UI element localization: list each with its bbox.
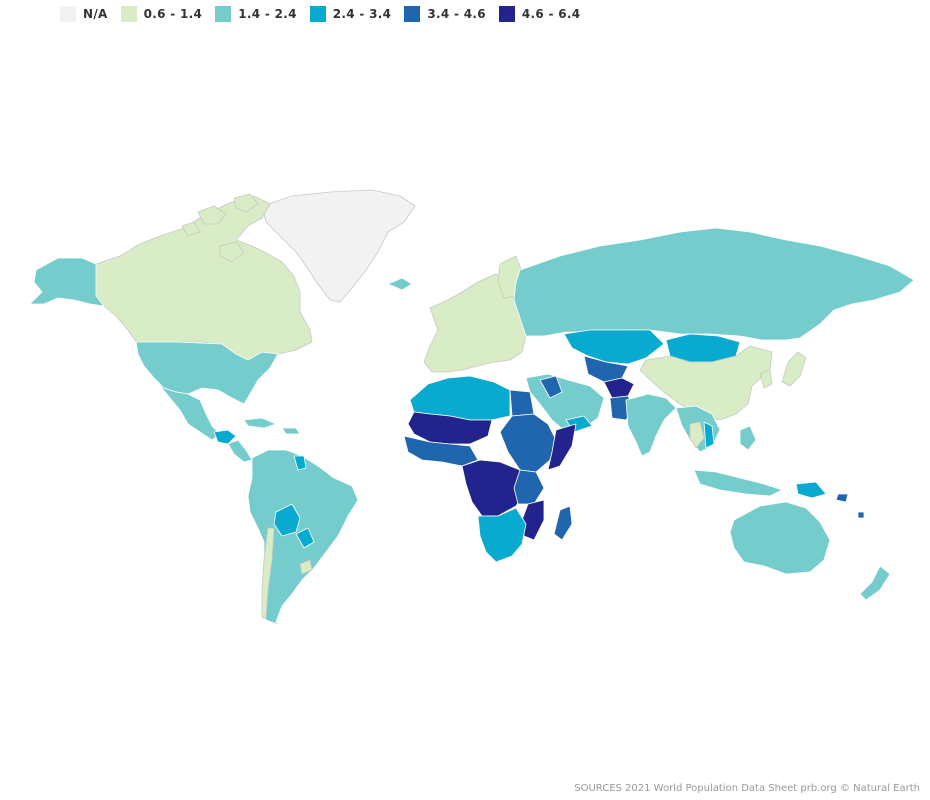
region-egypt[interactable]: [509, 389, 535, 417]
region-iceland[interactable]: [387, 277, 413, 291]
legend-item-na[interactable]: N/A: [60, 6, 108, 22]
region-thailand[interactable]: [689, 421, 705, 449]
region-somalia[interactable]: [547, 423, 577, 471]
source-attribution: SOURCES 2021 World Population Data Sheet…: [574, 783, 920, 794]
region-alaska[interactable]: [29, 257, 105, 307]
region-greenland[interactable]: [261, 189, 416, 303]
region-afghanistan[interactable]: [603, 377, 635, 399]
legend-label-3-4-4-6: 3.4 - 4.6: [427, 7, 486, 21]
region-tanzania[interactable]: [513, 469, 545, 505]
region-central-africa[interactable]: [461, 459, 529, 517]
legend-label-na: N/A: [83, 7, 108, 21]
region-mozambique[interactable]: [521, 499, 545, 541]
legend-swatch-0-6-1-4: [120, 6, 137, 22]
legend-label-4-6-6-4: 4.6 - 6.4: [521, 7, 581, 21]
legend-swatch-4-6-6-4: [498, 6, 515, 22]
region-paraguay[interactable]: [295, 527, 315, 549]
region-new-zealand[interactable]: [859, 565, 891, 601]
region-china[interactable]: [639, 345, 773, 421]
legend-item-4-6-6-4[interactable]: 4.6 - 6.4: [498, 6, 581, 22]
legend-swatch-3-4-4-6: [404, 6, 421, 22]
region-solomon-islands[interactable]: [835, 493, 865, 519]
region-mexico[interactable]: [153, 377, 221, 441]
legend-item-1-4-2-4[interactable]: 1.4 - 2.4: [215, 6, 297, 22]
region-europe[interactable]: [423, 273, 527, 373]
region-guyana[interactable]: [293, 455, 307, 471]
region-laos[interactable]: [703, 421, 715, 449]
legend-label-2-4-3-4: 2.4 - 3.4: [332, 7, 392, 21]
region-japan[interactable]: [781, 351, 807, 387]
legend-swatch-1-4-2-4: [215, 6, 232, 22]
region-kazakhstan[interactable]: [563, 329, 665, 365]
region-bolivia[interactable]: [273, 503, 301, 537]
map-legend: N/A 0.6 - 1.4 1.4 - 2.4 2.4 - 3.4 3.4 - …: [60, 6, 593, 22]
region-indonesia[interactable]: [693, 469, 783, 497]
region-india[interactable]: [625, 393, 677, 457]
region-central-america[interactable]: [227, 439, 253, 463]
region-philippines[interactable]: [739, 425, 757, 451]
region-canada-islands[interactable]: [181, 193, 259, 263]
legend-item-2-4-3-4[interactable]: 2.4 - 3.4: [309, 6, 392, 22]
region-east-africa[interactable]: [499, 413, 557, 473]
region-korea[interactable]: [759, 369, 773, 389]
legend-label-0-6-1-4: 0.6 - 1.4: [143, 7, 203, 21]
region-caribbean[interactable]: [243, 417, 301, 435]
legend-label-1-4-2-4: 1.4 - 2.4: [238, 7, 297, 21]
region-chile[interactable]: [261, 527, 275, 619]
legend-swatch-na: [60, 6, 76, 22]
region-papua-new-guinea[interactable]: [795, 481, 827, 499]
region-russia[interactable]: [513, 227, 915, 341]
legend-swatch-2-4-3-4: [309, 6, 326, 22]
region-southern-africa[interactable]: [477, 507, 527, 563]
region-uruguay[interactable]: [299, 559, 313, 575]
region-madagascar[interactable]: [553, 505, 573, 541]
region-iraq[interactable]: [539, 375, 563, 399]
region-sahel[interactable]: [407, 411, 493, 445]
legend-item-0-6-1-4[interactable]: 0.6 - 1.4: [120, 6, 203, 22]
legend-item-3-4-4-6[interactable]: 3.4 - 4.6: [404, 6, 486, 22]
region-guatemala[interactable]: [213, 429, 237, 445]
region-australia[interactable]: [729, 501, 831, 575]
